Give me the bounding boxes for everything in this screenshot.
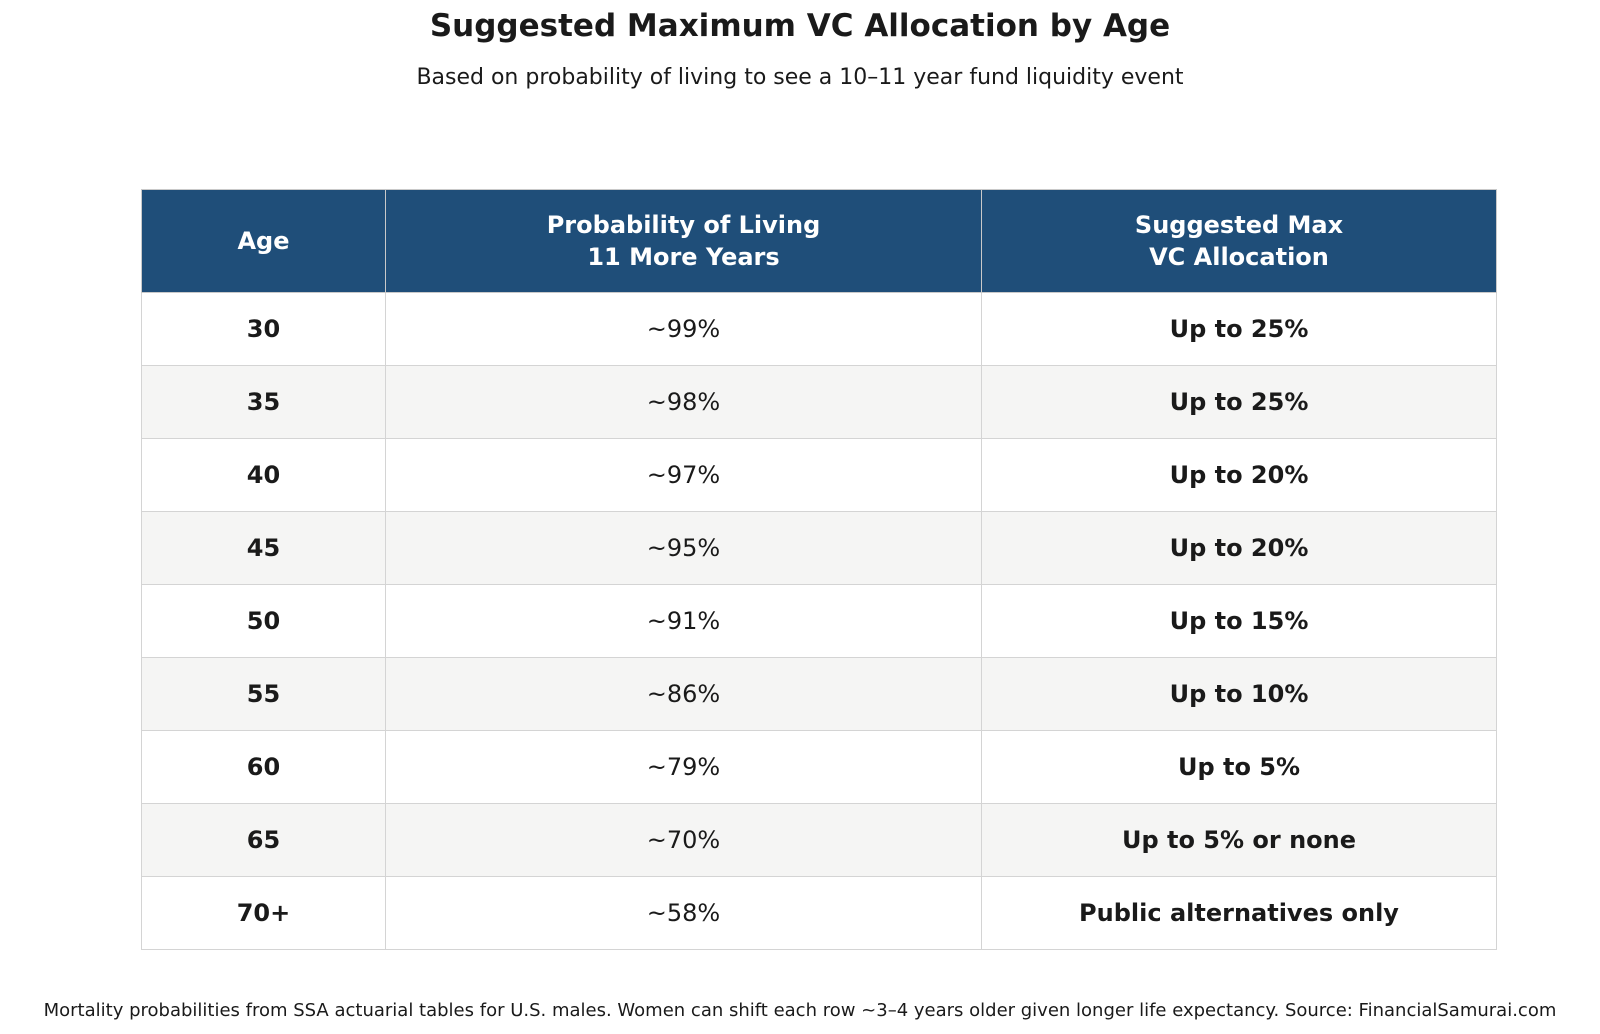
allocation-cell: Up to 25% [981, 365, 1497, 439]
header-row: Age Probability of Living 11 More Years … [141, 189, 1497, 293]
table-row: 45 ~95% Up to 20% [141, 511, 1497, 585]
age-cell: 35 [141, 365, 386, 439]
probability-cell: ~98% [385, 365, 982, 439]
age-cell: 30 [141, 292, 386, 366]
header-allocation-line1: Suggested Max [1134, 211, 1344, 239]
source-footnote: Mortality probabilities from SSA actuari… [43, 1000, 1557, 1021]
header-age: Age [141, 189, 386, 293]
allocation-cell: Public alternatives only [981, 876, 1497, 950]
table-row: 55 ~86% Up to 10% [141, 657, 1497, 731]
age-cell: 70+ [141, 876, 386, 950]
table-body: 30 ~99% Up to 25% 35 ~98% Up to 25% 40 ~97% Up t… [141, 292, 1497, 950]
chart-subtitle: Based on probability of living to see a … [416, 65, 1184, 90]
table-row: 70+ ~58% Public alternatives only [141, 876, 1497, 950]
table-row: 65 ~70% Up to 5% or none [141, 803, 1497, 877]
header-probability: Probability of Living 11 More Years [385, 189, 982, 293]
chart-title: Suggested Maximum VC Allocation by Age [429, 8, 1171, 44]
age-cell: 40 [141, 438, 386, 512]
header-probability-line2: 11 More Years [587, 243, 780, 271]
table-row: 35 ~98% Up to 25% [141, 365, 1497, 439]
allocation-cell: Up to 5% or none [981, 803, 1497, 877]
vc-allocation-table: Age Probability of Living 11 More Years … [141, 189, 1497, 950]
header-age-line1: Age [237, 227, 290, 255]
table-row: 50 ~91% Up to 15% [141, 584, 1497, 658]
table-row: 40 ~97% Up to 20% [141, 438, 1497, 512]
header-probability-line1: Probability of Living [546, 211, 821, 239]
allocation-cell: Up to 20% [981, 511, 1497, 585]
allocation-cell: Up to 10% [981, 657, 1497, 731]
header-allocation: Suggested Max VC Allocation [981, 189, 1497, 293]
allocation-cell: Up to 15% [981, 584, 1497, 658]
probability-cell: ~79% [385, 730, 982, 804]
probability-cell: ~95% [385, 511, 982, 585]
probability-cell: ~91% [385, 584, 982, 658]
age-cell: 45 [141, 511, 386, 585]
probability-cell: ~86% [385, 657, 982, 731]
probability-cell: ~97% [385, 438, 982, 512]
age-cell: 65 [141, 803, 386, 877]
allocation-cell: Up to 5% [981, 730, 1497, 804]
allocation-cell: Up to 25% [981, 292, 1497, 366]
probability-cell: ~99% [385, 292, 982, 366]
probability-cell: ~70% [385, 803, 982, 877]
table-header: Age Probability of Living 11 More Years … [141, 189, 1497, 293]
allocation-cell: Up to 20% [981, 438, 1497, 512]
age-cell: 55 [141, 657, 386, 731]
age-cell: 60 [141, 730, 386, 804]
header-allocation-line2: VC Allocation [1149, 243, 1329, 271]
table-row: 60 ~79% Up to 5% [141, 730, 1497, 804]
probability-cell: ~58% [385, 876, 982, 950]
age-cell: 50 [141, 584, 386, 658]
table-row: 30 ~99% Up to 25% [141, 292, 1497, 366]
